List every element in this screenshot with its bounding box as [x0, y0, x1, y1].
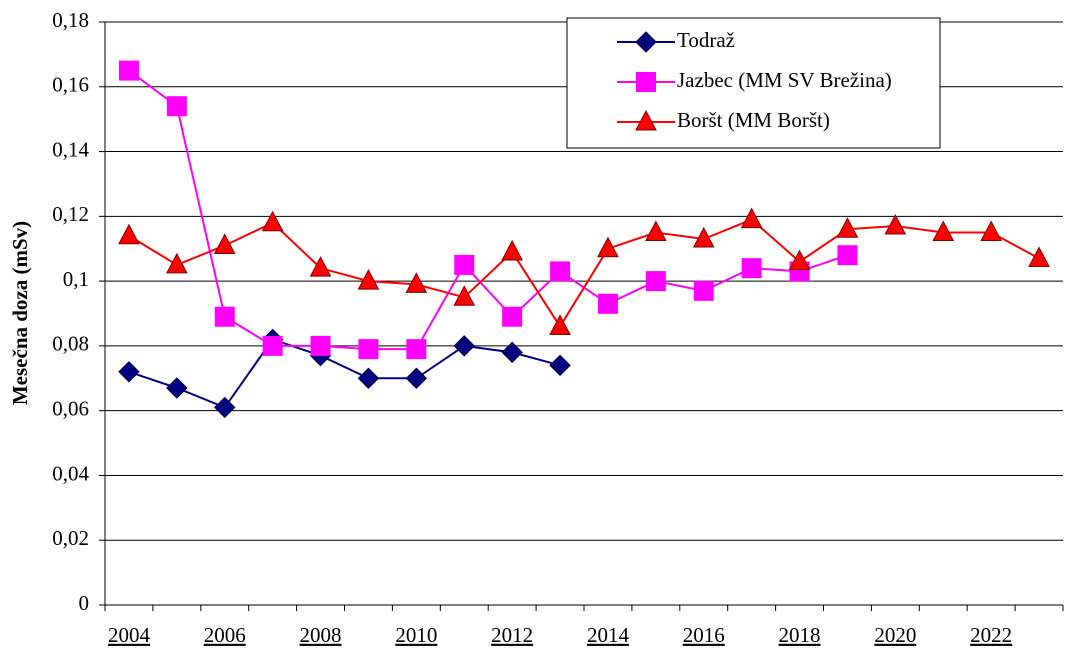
- data-point: [597, 293, 618, 314]
- data-point: [214, 306, 235, 327]
- data-point: [309, 256, 332, 277]
- data-point: [118, 60, 139, 81]
- series-line: [128, 69, 848, 351]
- data-point: [453, 335, 475, 357]
- data-point: [741, 258, 762, 279]
- y-tick-label: 0,08: [52, 332, 89, 356]
- y-tick-label: 0,16: [52, 73, 89, 97]
- data-point: [932, 220, 955, 242]
- series-line: [128, 338, 561, 409]
- series-line: [128, 218, 1040, 329]
- data-point: [788, 249, 811, 271]
- data-point: [214, 396, 236, 419]
- data-point: [166, 96, 187, 117]
- data-point: [550, 261, 571, 282]
- data-point: [884, 213, 907, 235]
- data-point: [501, 239, 523, 261]
- data-point: [1028, 246, 1050, 267]
- x-tick-label: 2022: [970, 623, 1012, 647]
- data-point: [597, 236, 619, 258]
- data-point: [549, 354, 571, 377]
- y-axis-label: Mesečna doza (mSv): [8, 221, 32, 405]
- data-point: [453, 285, 476, 306]
- x-tick-label: 2004: [108, 623, 151, 647]
- data-point: [645, 271, 666, 292]
- data-point: [166, 252, 188, 274]
- data-point: [549, 314, 571, 335]
- y-tick-label: 0,12: [52, 202, 89, 226]
- data-point: [118, 361, 140, 383]
- data-point: [358, 339, 379, 360]
- data-point: [980, 220, 1002, 242]
- x-tick-label: 2012: [491, 623, 533, 647]
- y-tick-label: 0,04: [52, 461, 89, 485]
- legend-label: Boršt (MM Boršt): [677, 108, 830, 132]
- data-point: [501, 341, 523, 364]
- legend-marker: [635, 31, 657, 53]
- data-point: [836, 217, 859, 238]
- data-point: [357, 269, 380, 290]
- data-point: [502, 306, 523, 327]
- x-tick-label: 2016: [683, 623, 725, 647]
- y-tick-label: 0: [79, 591, 90, 615]
- data-point: [645, 220, 667, 242]
- data-point: [118, 223, 140, 245]
- y-tick-label: 0,1: [63, 267, 89, 291]
- x-tick-label: 2020: [874, 623, 916, 647]
- legend-label: Todraž: [677, 28, 735, 52]
- x-tick-label: 2014: [587, 623, 630, 647]
- y-tick-label: 0,02: [52, 526, 89, 550]
- data-point: [405, 367, 428, 389]
- x-tick-label: 2018: [779, 623, 821, 647]
- y-tick-label: 0,06: [52, 396, 89, 420]
- legend-marker: [635, 109, 657, 131]
- data-point: [406, 339, 427, 360]
- x-tick-label: 2006: [204, 623, 246, 647]
- data-point: [692, 226, 715, 248]
- data-point: [454, 254, 475, 275]
- data-point: [310, 335, 331, 356]
- data-point: [740, 207, 763, 229]
- x-tick-label: 2008: [300, 623, 342, 647]
- data-point: [405, 272, 428, 293]
- data-point: [261, 210, 284, 232]
- data-point: [213, 233, 236, 254]
- legend-label: Jazbec (MM SV Brežina): [677, 68, 892, 92]
- data-point: [262, 335, 283, 356]
- y-tick-label: 0,18: [52, 8, 89, 32]
- data-point: [357, 367, 380, 389]
- data-point: [837, 245, 858, 266]
- x-tick-label: 2010: [395, 623, 437, 647]
- y-tick-label: 0,14: [52, 137, 89, 161]
- data-point: [166, 377, 188, 399]
- legend-marker: [636, 72, 656, 92]
- data-point: [693, 280, 714, 301]
